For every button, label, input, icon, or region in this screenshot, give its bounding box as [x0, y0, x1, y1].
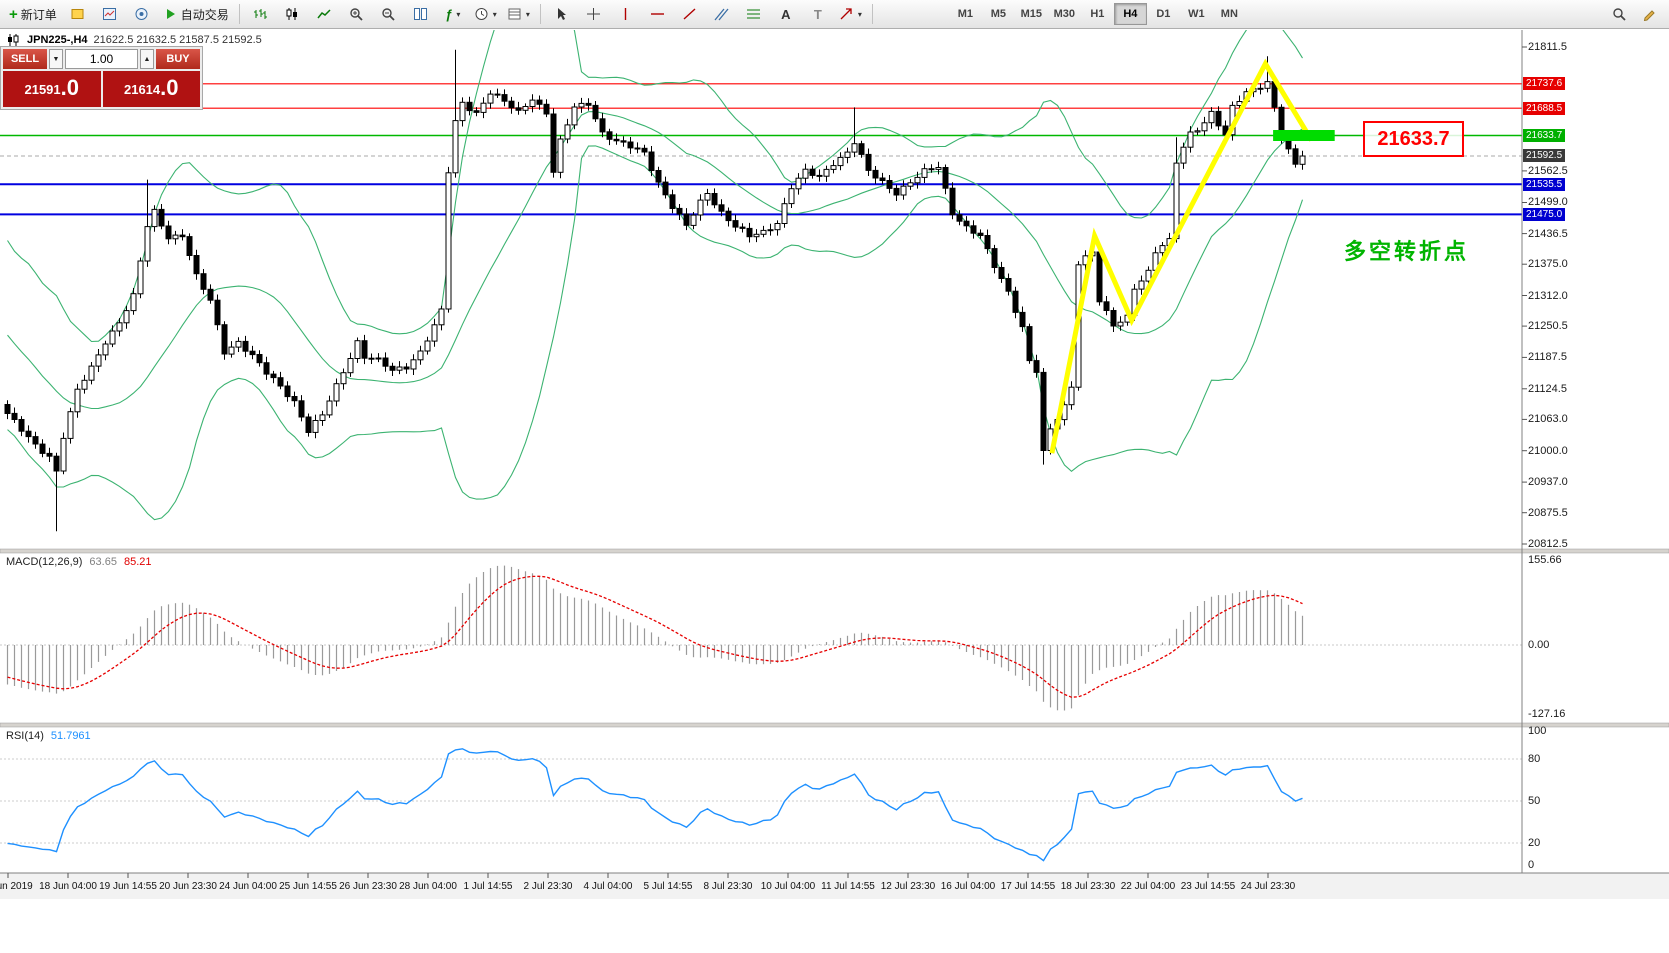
cursor-icon — [554, 7, 569, 21]
templates-button[interactable]: ▾ — [503, 2, 534, 26]
sell-button[interactable]: SELL — [3, 49, 47, 69]
chart-info: JPN225-,H4 21622.5 21632.5 21587.5 21592… — [6, 33, 262, 47]
chart-window-button[interactable] — [95, 2, 125, 26]
toolbar: + 新订单 自动交易 ƒ ▾ ▾ ▾ A T ▾ M1 M5 M15 M30 H1 H4 D1 W1 MN — [0, 0, 1669, 29]
sell-price-main: 21591 — [24, 81, 61, 97]
text-icon: A — [781, 6, 791, 22]
toolbar-separator — [871, 4, 873, 24]
vline-icon — [618, 7, 633, 21]
periods-icon — [474, 7, 489, 21]
buy-button[interactable]: BUY — [156, 49, 200, 69]
timeframe-m15[interactable]: M15 — [1020, 8, 1043, 20]
channel-icon — [714, 7, 729, 21]
new-order-icon: + — [9, 5, 18, 23]
indicators-icon: ƒ — [445, 6, 453, 22]
dropdown-caret-icon: ▾ — [857, 9, 862, 19]
candles-chart-button[interactable] — [278, 2, 308, 26]
indicators-button[interactable]: ƒ ▾ — [438, 2, 468, 26]
dropdown-caret-icon: ▾ — [492, 9, 497, 19]
rsi-name: RSI(14) — [6, 730, 44, 742]
metaeditor-button[interactable] — [63, 2, 93, 26]
crosshair-icon — [586, 7, 601, 21]
macd-value: 63.65 — [89, 556, 117, 568]
buy-price-pips: .0 — [160, 75, 179, 100]
data-window-icon — [134, 7, 149, 21]
timeframe-w1[interactable]: W1 — [1188, 8, 1205, 20]
dropdown-caret-icon: ▾ — [456, 9, 461, 19]
label-icon: T — [813, 6, 822, 22]
turning-point-annotation[interactable]: 多空转折点 — [1344, 239, 1470, 264]
cursor-button[interactable] — [547, 2, 577, 26]
rsi-value: 51.7961 — [50, 730, 91, 742]
line-chart-button[interactable] — [310, 2, 340, 26]
dropdown-caret-icon: ▾ — [525, 9, 530, 19]
chart-ohlc-values: 21622.5 21632.5 21587.5 21592.5 — [93, 34, 262, 46]
periods-button[interactable]: ▾ — [470, 2, 501, 26]
horizontal-line-button[interactable] — [643, 2, 673, 26]
chart-symbol-period: JPN225-,H4 — [27, 34, 88, 46]
new-order-button[interactable]: + 新订单 — [5, 2, 61, 26]
line-chart-icon — [317, 7, 332, 21]
timeframe-m1[interactable]: M1 — [957, 8, 973, 20]
timeframe-m30[interactable]: M30 — [1053, 8, 1076, 20]
hline-icon — [650, 7, 665, 21]
fibonacci-icon — [746, 7, 761, 21]
edit-button[interactable] — [1634, 2, 1664, 26]
fibonacci-button[interactable] — [739, 2, 769, 26]
search-button[interactable] — [1604, 2, 1634, 26]
macd-signal-value: 85.21 — [123, 556, 152, 568]
toolbar-separator — [539, 4, 541, 24]
channel-button[interactable] — [707, 2, 737, 26]
zoom-out-button[interactable] — [374, 2, 404, 26]
autotrading-label: 自动交易 — [180, 7, 229, 22]
trendline-button[interactable] — [675, 2, 705, 26]
rsi-label: RSI(14) 51.7961 — [6, 730, 91, 742]
chart-window-icon — [102, 7, 117, 21]
zoom-in-icon — [349, 7, 364, 21]
sell-price-button[interactable]: 21591.0 — [3, 71, 101, 107]
crosshair-button[interactable] — [579, 2, 609, 26]
new-order-label: 新订单 — [20, 7, 57, 22]
timeframe-group: M1 M5 M15 M30 H1 H4 D1 W1 MN — [949, 3, 1246, 25]
templates-icon — [507, 7, 522, 21]
vertical-line-button[interactable] — [611, 2, 641, 26]
volume-input[interactable]: 1.00 — [65, 49, 138, 69]
toolbar-separator — [238, 4, 240, 24]
timeframe-m5[interactable]: M5 — [990, 8, 1006, 20]
buy-price-button[interactable]: 21614.0 — [102, 71, 200, 107]
candles-icon — [285, 7, 300, 21]
tile-windows-button[interactable] — [406, 2, 436, 26]
timeframe-h1[interactable]: H1 — [1090, 8, 1105, 20]
bars-chart-button[interactable] — [246, 2, 276, 26]
search-icon — [1612, 7, 1627, 21]
bars-icon — [253, 7, 268, 21]
text-button[interactable]: A — [771, 2, 801, 26]
macd-label: MACD(12,26,9) 63.65 85.21 — [6, 556, 151, 568]
arrows-button[interactable]: ▾ — [835, 2, 866, 26]
metaeditor-icon — [70, 7, 85, 21]
sell-price-pips: .0 — [60, 75, 79, 100]
trendline-icon — [682, 7, 697, 21]
edit-icon — [1642, 7, 1657, 21]
autotrading-button[interactable]: 自动交易 — [159, 2, 233, 26]
timeframe-h4[interactable]: H4 — [1113, 3, 1147, 25]
macd-name: MACD(12,26,9) — [6, 556, 83, 568]
arrows-icon — [839, 7, 854, 21]
zoom-in-button[interactable] — [342, 2, 372, 26]
volume-down-button[interactable]: ▼ — [49, 49, 63, 69]
text-label-button[interactable]: T — [803, 2, 833, 26]
one-click-trading-panel: SELL ▼ 1.00 ▲ BUY 21591.0 21614.0 — [0, 46, 203, 110]
timeframe-mn[interactable]: MN — [1220, 8, 1238, 20]
autotrading-icon — [163, 7, 178, 21]
data-window-button[interactable] — [127, 2, 157, 26]
volume-up-button[interactable]: ▲ — [140, 49, 154, 69]
timeframe-d1[interactable]: D1 — [1156, 8, 1171, 20]
price-note-annotation[interactable]: 21633.7 — [1363, 121, 1464, 157]
zoom-out-icon — [381, 7, 396, 21]
toolbar-right-icons — [1604, 2, 1664, 26]
buy-price-main: 21614 — [123, 81, 161, 97]
chart-symbol-icon — [6, 33, 21, 47]
tile-windows-icon — [413, 7, 428, 21]
